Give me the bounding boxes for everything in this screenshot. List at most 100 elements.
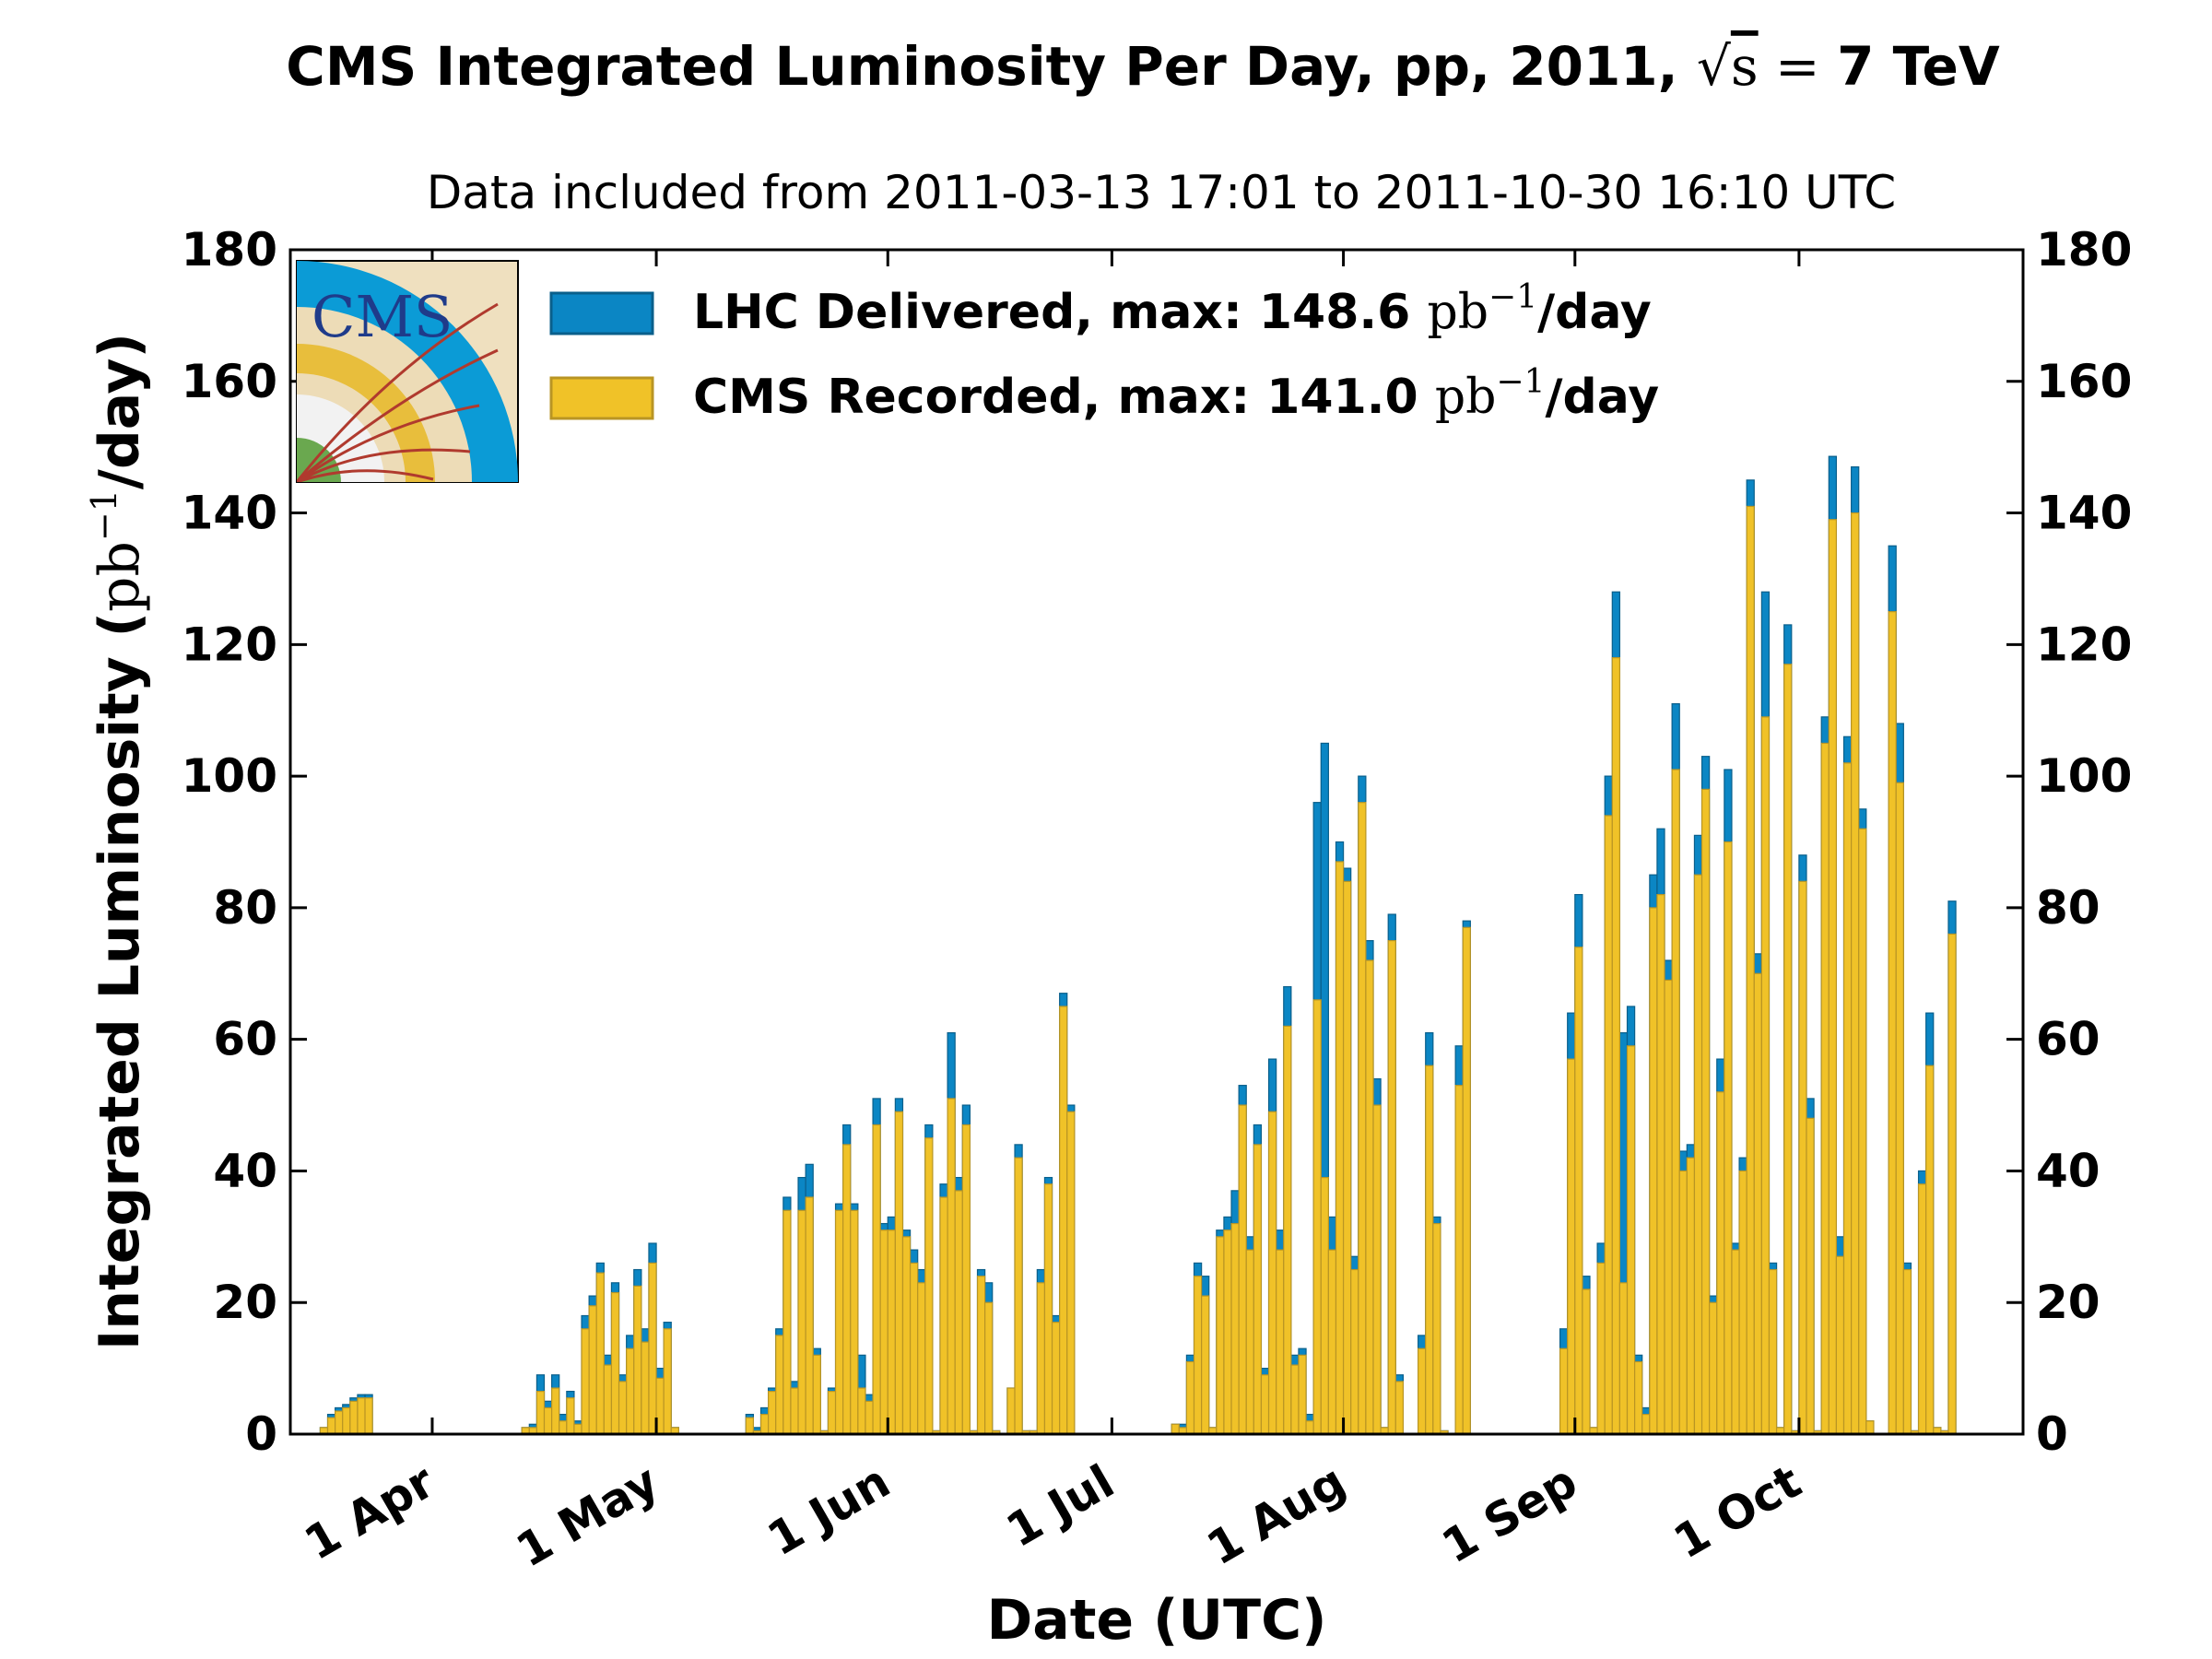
recorded-bar — [924, 1137, 934, 1435]
plot-frame — [288, 248, 2025, 1436]
recorded-bar — [1611, 657, 1621, 1435]
recorded-bar — [1746, 505, 1755, 1435]
x-tick-label: 1 Jun — [759, 1454, 899, 1566]
recorded-bar — [1709, 1301, 1718, 1435]
recorded-bar — [1604, 815, 1613, 1435]
recorded-bar — [887, 1230, 896, 1435]
recorded-bar — [535, 1390, 546, 1435]
recorded-bar — [865, 1400, 874, 1435]
recorded-bar — [1686, 1157, 1696, 1435]
recorded-bar — [1036, 1282, 1046, 1435]
recorded-bar — [1432, 1222, 1441, 1435]
y-tick-label: 0 — [245, 1407, 277, 1461]
recorded-bar — [939, 1196, 948, 1435]
recorded-bar — [1596, 1262, 1606, 1435]
recorded-bar — [633, 1285, 642, 1435]
recorded-bar — [850, 1209, 859, 1435]
recorded-bar — [1462, 926, 1471, 1435]
title-s-symbol: s — [1731, 35, 1759, 98]
recorded-bar — [618, 1381, 628, 1435]
y-tick-label: 180 — [2036, 223, 2132, 276]
recorded-bar — [1693, 874, 1703, 1435]
legend-swatch-recorded — [549, 376, 654, 420]
recorded-bar — [648, 1262, 657, 1435]
x-tick-label: 1 Oct — [1665, 1454, 1810, 1569]
recorded-bar — [1365, 959, 1374, 1435]
legend-swatch-delivered — [549, 291, 654, 335]
recorded-bar — [364, 1397, 373, 1435]
recorded-bar — [1185, 1360, 1195, 1435]
y-axis-label-exp: −1 — [84, 489, 124, 541]
y-tick-label: 160 — [2036, 355, 2132, 408]
recorded-bar — [790, 1387, 799, 1435]
recorded-bar — [1626, 1045, 1636, 1435]
y-tick-label: 60 — [213, 1013, 277, 1066]
recorded-bar — [1641, 1413, 1651, 1435]
legend-delivered-exp: −1 — [1488, 278, 1537, 316]
y-tick-label: 80 — [2036, 881, 2100, 935]
recorded-bar — [1902, 1268, 1912, 1435]
recorded-bar — [1238, 1104, 1247, 1435]
recorded-bar — [1312, 999, 1322, 1435]
recorded-bar — [1305, 1420, 1314, 1435]
recorded-bar — [1724, 841, 1733, 1435]
y-tick-label: 100 — [182, 749, 277, 803]
recorded-bar — [1245, 1249, 1254, 1435]
recorded-bar — [1671, 769, 1680, 1435]
recorded-bar — [1051, 1322, 1061, 1435]
recorded-bar — [1276, 1249, 1285, 1435]
recorded-bar — [626, 1347, 635, 1435]
recorded-bar — [1171, 1423, 1180, 1435]
recorded-bar — [610, 1291, 620, 1435]
recorded-bar — [1656, 894, 1665, 1435]
recorded-bar — [1559, 1347, 1569, 1435]
recorded-bar — [1888, 611, 1897, 1435]
recorded-bar — [1216, 1236, 1225, 1435]
recorded-bar — [1342, 880, 1352, 1435]
legend-label-delivered: LHC Delivered, max: 148.6 pb−1/day — [693, 278, 1652, 340]
y-tick-label: 160 — [182, 355, 277, 408]
recorded-bar — [1738, 1170, 1747, 1435]
recorded-bar — [559, 1420, 568, 1435]
recorded-bar — [1372, 1104, 1382, 1435]
recorded-bar — [842, 1144, 852, 1435]
y-axis-label-prefix: Integrated Luminosity ( — [88, 612, 152, 1350]
recorded-bar — [1298, 1354, 1307, 1435]
recorded-bar — [984, 1301, 994, 1435]
recorded-bar — [894, 1111, 904, 1435]
legend-recorded-text: CMS Recorded, max: 141.0 — [693, 370, 1435, 425]
recorded-bar — [1454, 1085, 1464, 1435]
recorded-bar — [1006, 1387, 1016, 1435]
recorded-bar — [834, 1209, 844, 1435]
recorded-bar — [1618, 1282, 1629, 1435]
recorded-bar — [595, 1272, 605, 1435]
recorded-bar — [1327, 1249, 1337, 1435]
recorded-bar — [1582, 1288, 1591, 1435]
cms-logo-text: CMS — [312, 283, 453, 350]
y-tick-label: 20 — [2036, 1276, 2100, 1329]
y-tick-label: 0 — [2036, 1407, 2068, 1461]
y-tick-label: 80 — [213, 881, 277, 935]
recorded-bar — [1290, 1364, 1300, 1435]
recorded-bar — [1835, 1255, 1845, 1435]
legend-delivered-suffix: /day — [1537, 285, 1652, 340]
recorded-bar — [797, 1209, 806, 1435]
y-tick-label: 60 — [2036, 1013, 2100, 1066]
recorded-bar — [1925, 1065, 1935, 1435]
recorded-bar — [954, 1190, 963, 1435]
recorded-bar — [768, 1390, 777, 1435]
recorded-bar — [1828, 519, 1838, 1435]
recorded-bar — [1320, 1176, 1329, 1435]
y-tick-label: 100 — [2036, 749, 2132, 803]
y-tick-label: 40 — [2036, 1144, 2100, 1197]
y-axis-left: 0 20 40 60 80 100 120 140 160 180 — [182, 223, 307, 1461]
legend-label-recorded: CMS Recorded, max: 141.0 pb−1/day — [693, 363, 1659, 425]
x-tick-label: 1 Jul — [997, 1454, 1123, 1558]
recorded-bar — [1634, 1360, 1643, 1435]
recorded-bar — [663, 1328, 672, 1435]
recorded-bar — [1394, 1381, 1405, 1435]
recorded-bar — [1014, 1157, 1023, 1435]
title-sqrt-symbol: √ — [1697, 35, 1731, 98]
y-tick-label: 180 — [182, 223, 277, 276]
